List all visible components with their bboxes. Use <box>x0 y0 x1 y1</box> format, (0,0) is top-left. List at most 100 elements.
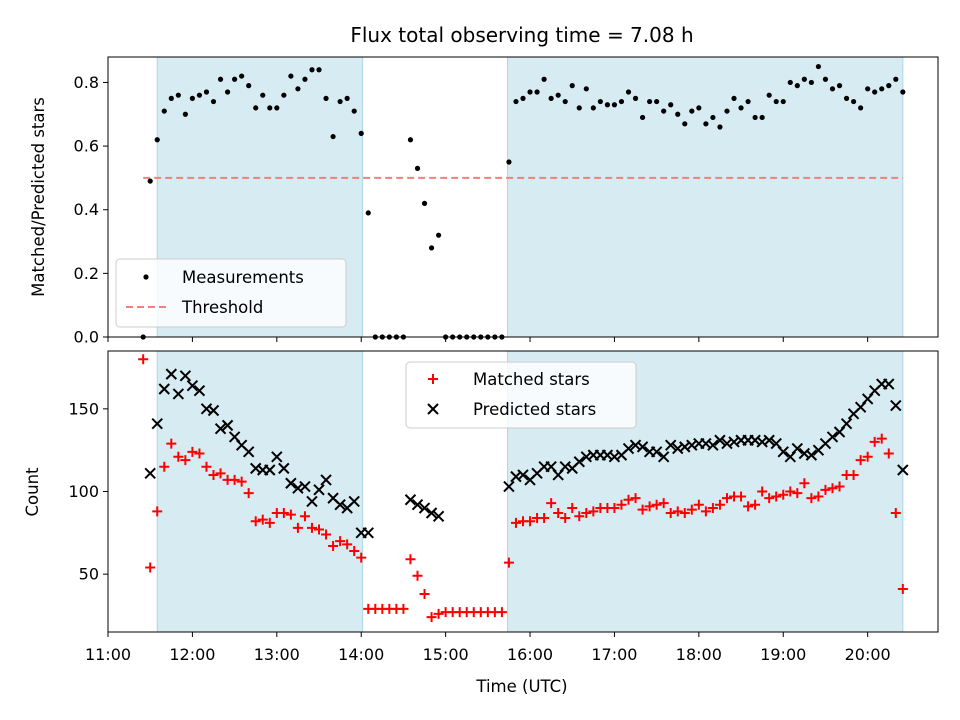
measurement-point <box>759 114 765 121</box>
matched-star-point <box>862 451 873 462</box>
measurement-point <box>590 105 596 111</box>
measurement-point <box>787 79 793 86</box>
predicted-legend-marker <box>427 403 439 415</box>
predicted-star-point <box>158 383 170 395</box>
matched-star-point <box>194 448 205 459</box>
predicted-star-point <box>411 499 424 511</box>
measurement-point <box>506 159 512 165</box>
matched-star-point <box>539 512 550 523</box>
x-tick-label: 18:00 <box>676 645 722 664</box>
matched-star-point <box>616 499 627 510</box>
matched-star-point <box>187 446 198 457</box>
x-tick-label: 11:00 <box>85 645 131 664</box>
matched-star-point <box>574 511 585 522</box>
measurement-point <box>196 92 203 98</box>
matched-star-point <box>792 488 803 499</box>
measurement-point <box>224 89 231 95</box>
predicted-star-point <box>636 441 649 453</box>
predicted-star-point <box>897 464 909 476</box>
x-tick-label: 14:00 <box>338 645 384 664</box>
matched-star-point <box>257 514 268 525</box>
predicted-star-point <box>517 469 529 481</box>
matched-star-point <box>243 488 254 499</box>
measurement-point <box>668 102 674 108</box>
measurement-point <box>232 76 238 82</box>
measurement-point <box>330 133 336 140</box>
predicted-star-point <box>278 462 290 475</box>
matched-star-point <box>771 491 782 502</box>
predicted-star-point <box>144 467 156 480</box>
matched-star-point <box>721 493 732 504</box>
matched-star-point <box>426 612 437 623</box>
measurement-point <box>850 98 857 105</box>
threshold-legend-label: Threshold <box>181 298 263 317</box>
measurement-point <box>654 98 660 105</box>
measurement-point <box>731 95 737 101</box>
measurement-point <box>773 98 779 105</box>
predicted-star-point <box>271 451 283 463</box>
predicted-star-point <box>432 510 445 523</box>
matched-star-point <box>560 512 571 523</box>
x-tick-label: 20:00 <box>845 645 891 664</box>
predicted-star-point <box>165 368 178 380</box>
measurement-point <box>745 98 751 105</box>
matched-star-point <box>510 517 521 528</box>
measurement-point <box>407 137 414 143</box>
matched-star-point <box>743 501 754 512</box>
matched-star-point <box>679 507 690 518</box>
matched-star-point <box>848 469 859 480</box>
matched-star-point <box>215 468 226 479</box>
measurement-point <box>569 83 575 89</box>
matched-star-point <box>229 474 240 485</box>
measurement-point <box>815 63 822 70</box>
measurement-point <box>562 98 568 105</box>
matched-star-point <box>349 546 360 557</box>
top-data-marks <box>140 63 906 340</box>
measurement-point <box>527 89 533 95</box>
predicted-star-point <box>657 451 670 463</box>
predicted-star-point <box>573 456 585 468</box>
top-legend[interactable]: Measurements Threshold <box>115 258 347 328</box>
measurement-point <box>435 232 442 238</box>
matched-star-point <box>306 522 317 533</box>
measurement-point <box>344 95 350 101</box>
matched-star-point <box>250 516 261 527</box>
measurement-point <box>611 102 618 108</box>
bottom-observing-windows <box>156 350 904 633</box>
matched-star-point <box>665 507 676 518</box>
predicted-star-point <box>186 380 199 392</box>
matched-star-point <box>328 541 339 552</box>
measurement-point <box>154 137 160 143</box>
matched-star-point <box>496 607 507 618</box>
measurement-point <box>428 245 435 251</box>
measurement-point <box>724 108 730 114</box>
predicted-star-point <box>313 484 325 496</box>
measurement-point <box>520 95 526 101</box>
measurement-point <box>703 121 709 127</box>
measurement-point <box>689 108 695 114</box>
predicted-star-point <box>299 480 311 493</box>
matched-star-point <box>433 608 444 619</box>
predicted-star-point <box>650 446 663 458</box>
predicted-star-point <box>826 431 839 443</box>
measurement-point <box>210 98 217 105</box>
matched-star-point <box>546 498 557 509</box>
measurement-point <box>696 105 702 111</box>
matched-star-point <box>581 507 592 518</box>
measurement-point <box>843 95 850 101</box>
x-tick-label: 13:00 <box>254 645 300 664</box>
predicted-star-point <box>242 446 255 458</box>
measurement-point <box>239 73 245 79</box>
measurement-point <box>548 95 554 101</box>
matched-star-point <box>799 478 810 489</box>
x-tick-label: 16:00 <box>507 645 553 664</box>
measurement-point <box>780 98 786 105</box>
matched-star-point <box>623 494 634 505</box>
predicted-star-point <box>221 419 234 432</box>
predicted-star-point <box>418 502 431 514</box>
predicted-star-point <box>151 418 163 430</box>
bottom-legend[interactable]: Matched stars Predicted stars <box>405 361 637 429</box>
measurement-point <box>267 105 273 111</box>
measurement-point <box>872 89 878 95</box>
measurement-point <box>766 92 772 98</box>
